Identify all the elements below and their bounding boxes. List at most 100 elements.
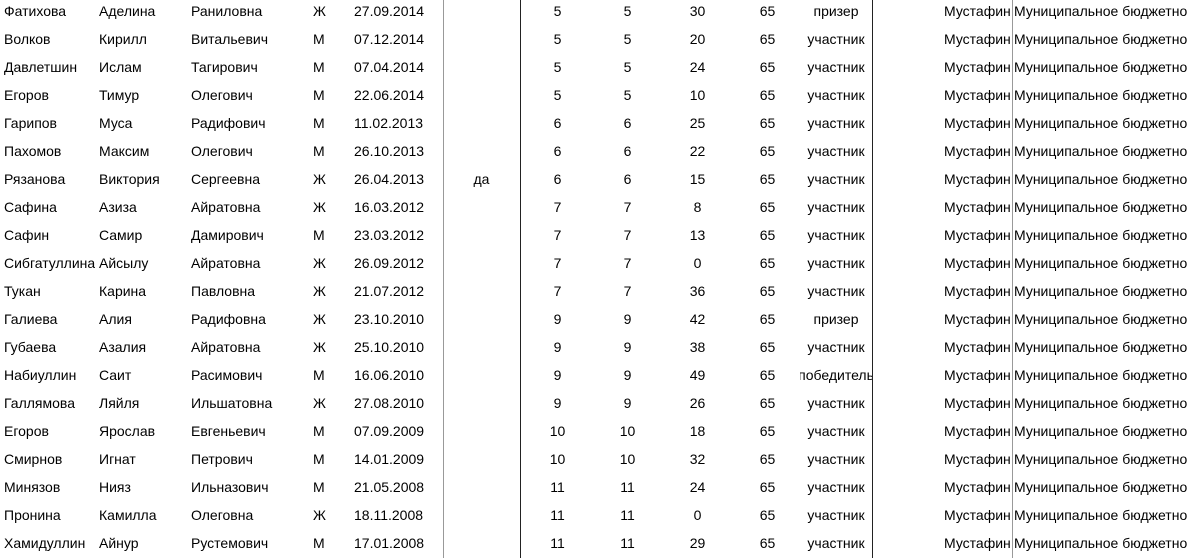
cell: участник bbox=[800, 193, 872, 221]
cell-text: 5 bbox=[553, 31, 562, 47]
cell-text: Егоров bbox=[4, 423, 49, 439]
cell-text: 11 bbox=[550, 535, 565, 551]
cell-text: участник bbox=[807, 143, 865, 159]
cell: Муниципальное бюджетно bbox=[1012, 389, 1201, 417]
cell: 11 bbox=[520, 473, 595, 501]
cell: Сафин bbox=[0, 221, 95, 249]
cell-text: 6 bbox=[623, 143, 632, 159]
cell-text: Гарипов bbox=[4, 115, 57, 131]
cell-text: Ж bbox=[313, 3, 326, 19]
cell-text: М bbox=[313, 479, 325, 495]
cell: Муниципальное бюджетно bbox=[1012, 277, 1201, 305]
cell-text: 07.12.2014 bbox=[354, 31, 425, 47]
cell-text: участник bbox=[807, 171, 865, 187]
cell-text: 26.10.2013 bbox=[354, 143, 425, 159]
cell: 10 bbox=[520, 417, 595, 445]
cell-text: призер bbox=[813, 311, 859, 327]
cell-text: М bbox=[313, 227, 325, 243]
cell-text: участник bbox=[807, 283, 865, 299]
cell-text: Сергеевна bbox=[191, 171, 261, 187]
cell-text: Ильназович bbox=[191, 479, 269, 495]
cell-text: М bbox=[313, 367, 325, 383]
cell: 65 bbox=[735, 473, 800, 501]
cell-text: Муниципальное бюджетно bbox=[1014, 31, 1188, 47]
cell-text: победитель bbox=[800, 367, 872, 383]
cell-text: Нияз bbox=[99, 479, 131, 495]
cell-text: 21.05.2008 bbox=[354, 479, 425, 495]
cell: 27.09.2014 bbox=[350, 0, 443, 25]
cell: Ж bbox=[300, 305, 350, 333]
cell: 23.03.2012 bbox=[350, 221, 443, 249]
cell-text: 10 bbox=[619, 423, 636, 439]
cell: Мустафин bbox=[942, 333, 1012, 361]
cell-text: 23.10.2010 bbox=[354, 311, 425, 327]
cell: Ж bbox=[300, 165, 350, 193]
cell: 11 bbox=[520, 529, 595, 557]
cell: Мустафин bbox=[942, 501, 1012, 529]
cell-text: Радифовна bbox=[191, 311, 266, 327]
cell-text: 9 bbox=[623, 395, 632, 411]
cell-text: участник bbox=[807, 199, 865, 215]
cell-text: 65 bbox=[759, 3, 776, 19]
cell: Расимович bbox=[187, 361, 300, 389]
cell-text: 36 bbox=[689, 283, 706, 299]
cell: 29 bbox=[660, 529, 735, 557]
cell-text: призер bbox=[813, 3, 859, 19]
cell-text: 5 bbox=[553, 59, 562, 75]
cell-text: 9 bbox=[553, 367, 562, 383]
cell-text: 65 bbox=[759, 451, 776, 467]
cell: Ж bbox=[300, 333, 350, 361]
cell: 42 bbox=[660, 305, 735, 333]
cell-text: 9 bbox=[623, 339, 632, 355]
cell: Ж bbox=[300, 193, 350, 221]
cell-text: 26.04.2013 bbox=[354, 171, 425, 187]
cell: Мустафин bbox=[942, 53, 1012, 81]
cell: призер bbox=[800, 305, 872, 333]
cell: 10 bbox=[595, 417, 660, 445]
cell: 7 bbox=[595, 221, 660, 249]
cell-text: участник bbox=[807, 255, 865, 271]
cell-text: 16.03.2012 bbox=[354, 199, 425, 215]
cell: Айнур bbox=[95, 529, 187, 557]
cell: Кирилл bbox=[95, 25, 187, 53]
cell-text: 11.02.2013 bbox=[354, 115, 424, 131]
cell: Рустемович bbox=[187, 529, 300, 557]
cell: Сибгатуллина bbox=[0, 249, 95, 277]
cell-text: Ярослав bbox=[99, 423, 156, 439]
cell-text: 29 bbox=[689, 535, 706, 551]
cell: Муниципальное бюджетно bbox=[1012, 193, 1201, 221]
cell: Муниципальное бюджетно bbox=[1012, 473, 1201, 501]
cell-text: Айратовна bbox=[191, 339, 261, 355]
cell: 07.04.2014 bbox=[350, 53, 443, 81]
cell: Витальевич bbox=[187, 25, 300, 53]
cell: участник bbox=[800, 165, 872, 193]
cell: 7 bbox=[595, 277, 660, 305]
cell: 65 bbox=[735, 501, 800, 529]
cell: 18 bbox=[660, 417, 735, 445]
cell: Муниципальное бюджетно bbox=[1012, 165, 1201, 193]
cell-text: 65 bbox=[759, 395, 776, 411]
cell: М bbox=[300, 473, 350, 501]
cell: 23.10.2010 bbox=[350, 305, 443, 333]
cell-text: Мустафин bbox=[944, 115, 1011, 131]
cell-text: Муниципальное бюджетно bbox=[1014, 367, 1188, 383]
cell: 11 bbox=[595, 529, 660, 557]
cell: Муниципальное бюджетно bbox=[1012, 81, 1201, 109]
cell: 9 bbox=[520, 305, 595, 333]
cell: 14.01.2009 bbox=[350, 445, 443, 473]
cell-text: 7 bbox=[553, 283, 562, 299]
cell: Ж bbox=[300, 389, 350, 417]
cell-text: 7 bbox=[553, 199, 562, 215]
cell: Муниципальное бюджетно bbox=[1012, 53, 1201, 81]
cell: Мустафин bbox=[942, 305, 1012, 333]
cell: 7 bbox=[595, 249, 660, 277]
cell-text: Мустафин bbox=[944, 171, 1011, 187]
cell-text: Сибгатуллина bbox=[4, 255, 95, 271]
cell-text: Мустафин bbox=[944, 395, 1011, 411]
cell-text: Набиуллин bbox=[4, 367, 77, 383]
cell-text: 9 bbox=[553, 395, 562, 411]
cell: 16.06.2010 bbox=[350, 361, 443, 389]
cell-text: М bbox=[313, 423, 325, 439]
cell-text: 38 bbox=[689, 339, 706, 355]
cell-text: 27.08.2010 bbox=[354, 395, 425, 411]
